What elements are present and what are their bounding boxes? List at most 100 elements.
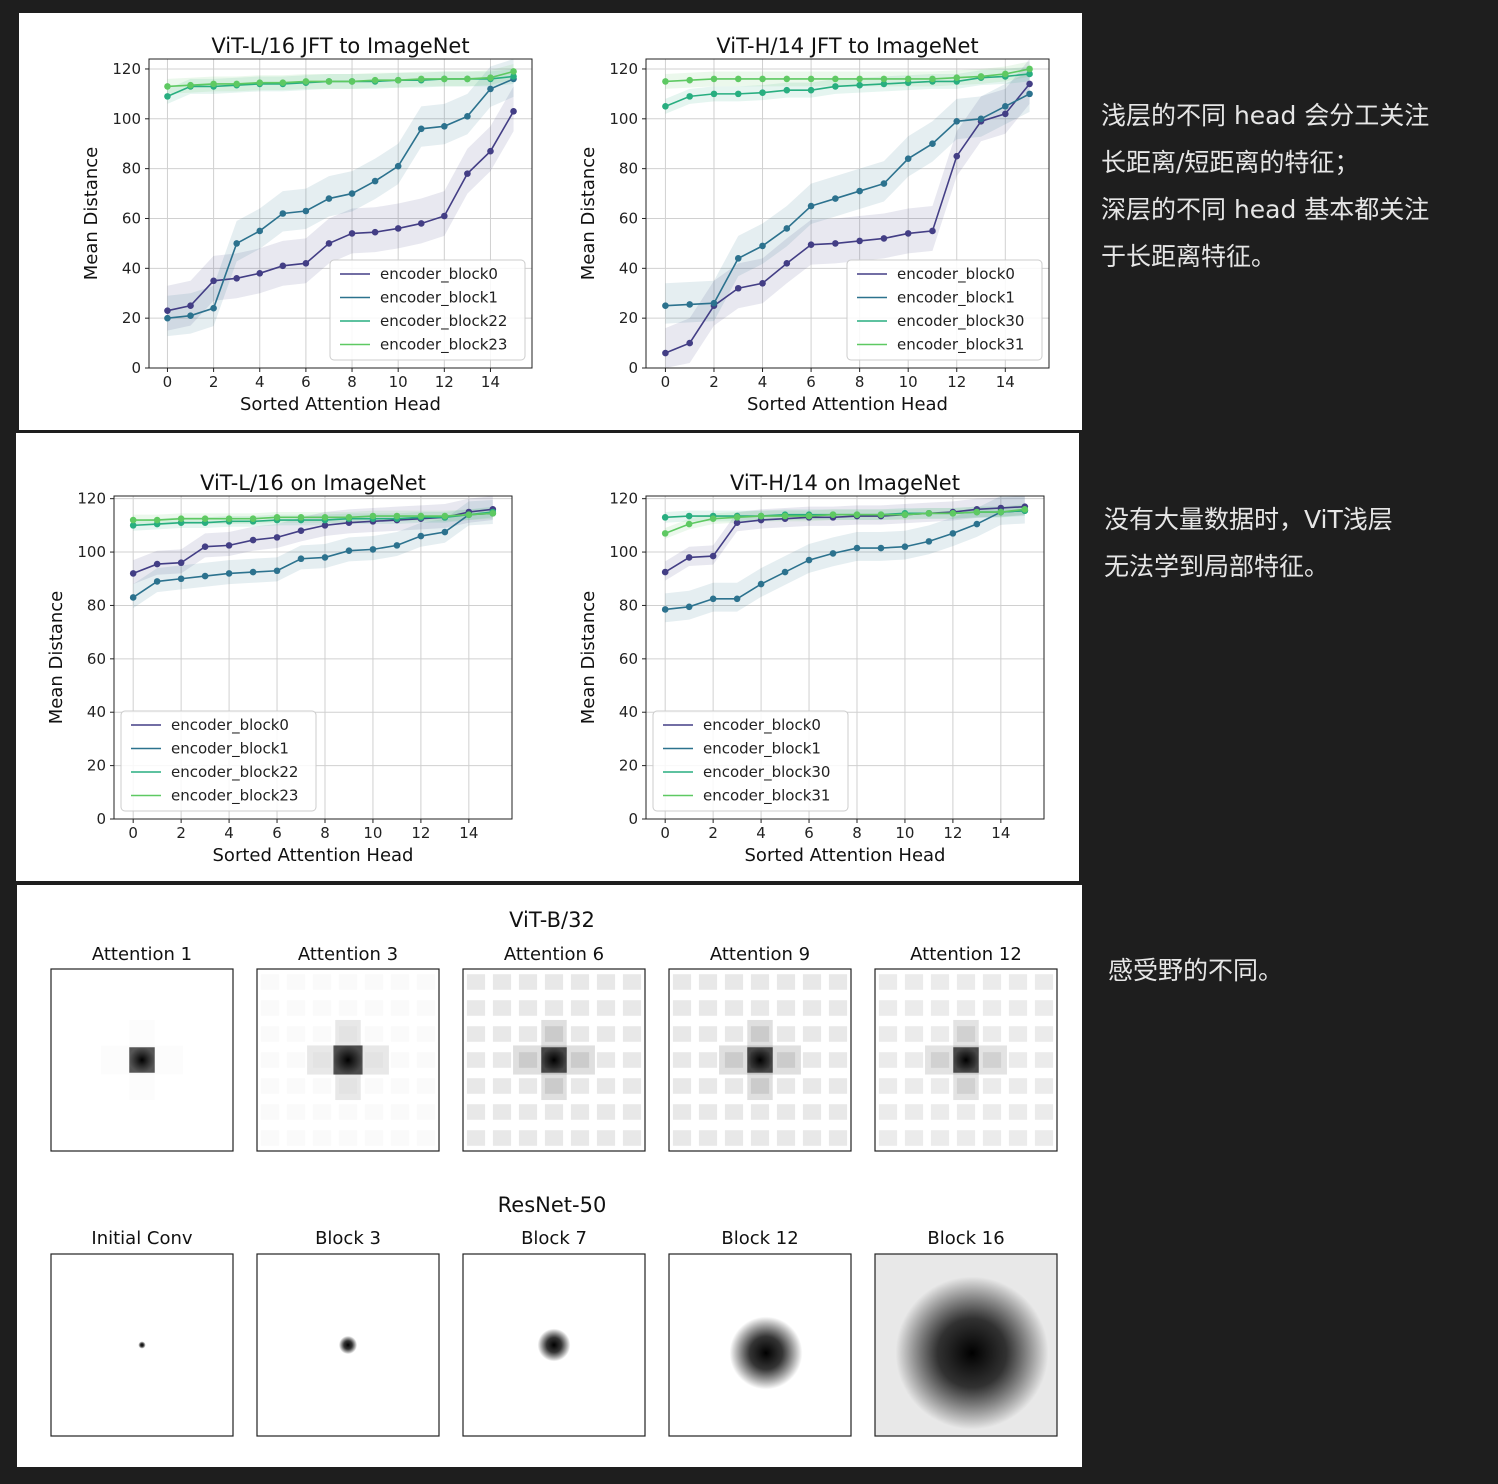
data-point-encoder_block1: [369, 546, 377, 553]
attention-grid-cell: [596, 1026, 616, 1042]
attention-grid-cell: [776, 1026, 796, 1042]
attention-grid-cell: [672, 1000, 692, 1016]
y-axis-label: Mean Distance: [578, 147, 599, 280]
attention-grid-cell: [750, 974, 770, 990]
attention-grid-cell: [518, 1026, 538, 1042]
x-tick-label: 10: [389, 373, 408, 391]
data-point-encoder_block31: [662, 78, 669, 85]
data-point-encoder_block1: [949, 530, 957, 537]
attention-grid-cell: [622, 974, 642, 990]
attention-grid-cell: [904, 1130, 924, 1146]
series-line-encoder_block22: [133, 511, 493, 527]
attention-grid-cell: [672, 1130, 692, 1146]
legend-label: encoder_block0: [380, 265, 498, 284]
chart-title: ViT-L/16 on ImageNet: [200, 471, 426, 495]
legend-label: encoder_block30: [897, 312, 1024, 331]
x-axis-label: Sorted Attention Head: [747, 394, 948, 415]
x-tick-label: 2: [708, 824, 718, 842]
attention-grid-cell: [930, 1104, 950, 1120]
data-point-encoder_block1: [210, 304, 217, 312]
data-point-encoder_block23: [417, 75, 425, 83]
data-point-encoder_block23: [187, 81, 194, 89]
data-point-encoder_block1: [901, 543, 909, 551]
attention-grid-cell: [672, 974, 692, 990]
data-point-encoder_block1: [225, 570, 233, 577]
data-point-encoder_block31: [880, 75, 888, 83]
chart-vit-h14-jft: 0 2 4 6 8 10 12 14 0 20 40 60 80 100 120 ViT-H/14 JFT t…: [578, 34, 1050, 415]
data-point-encoder_block1: [441, 122, 448, 130]
attention-grid-cell: [313, 1000, 331, 1016]
data-point-encoder_block23: [210, 80, 217, 88]
y-tick-label: 60: [122, 209, 141, 227]
attention-grid-cell: [261, 1052, 279, 1068]
attention-grid-cell: [724, 1130, 744, 1146]
attention-grid-cell: [724, 1104, 744, 1120]
attention-grid-cell: [417, 1078, 435, 1094]
data-point-encoder_block31: [661, 530, 669, 537]
y-tick-label: 40: [619, 703, 638, 721]
attention-grid-cell: [365, 1026, 383, 1042]
data-point-encoder_block1: [302, 207, 310, 215]
attention-grid-cell: [622, 1000, 642, 1016]
data-point-encoder_block23: [164, 83, 171, 90]
x-tick-label: 2: [176, 824, 186, 842]
annotation-bottom: 感受野的不同。: [1108, 947, 1498, 994]
y-tick-label: 0: [628, 359, 638, 377]
data-point-encoder_block1: [853, 544, 861, 552]
series-band-encoder_block0: [665, 59, 1030, 368]
panel-label: Attention 3: [298, 944, 398, 965]
data-point-encoder_block23: [201, 515, 209, 522]
series-band-encoder_block22: [133, 506, 493, 531]
data-point-encoder_block0: [321, 522, 329, 529]
data-point-encoder_block1: [249, 568, 257, 576]
attention-grid-cell: [261, 1104, 279, 1120]
attention-grid-cell: [339, 1000, 357, 1016]
attention-grid-cell: [287, 1078, 305, 1094]
annotation-line: 于长距离特征。: [1101, 242, 1277, 271]
attention-grid-cell: [1008, 1052, 1028, 1068]
attention-grid-cell: [466, 1052, 486, 1068]
legend-box: [652, 710, 849, 812]
data-point-encoder_block1: [417, 532, 425, 540]
data-point-encoder_block30: [1026, 70, 1033, 78]
annotation-line: 感受野的不同。: [1108, 956, 1284, 985]
series-line-encoder_block1: [132, 512, 493, 599]
y-tick-label: 40: [619, 259, 638, 277]
series-line-encoder_block31: [665, 68, 1030, 83]
data-point-encoder_block30: [661, 514, 669, 521]
attention-grid-cell: [570, 1052, 590, 1068]
attention-grid-cell: [956, 1078, 976, 1094]
attention-grid-cell: [466, 1026, 486, 1042]
panel-label: Block 16: [927, 1228, 1004, 1249]
y-axis-label: Mean Distance: [81, 147, 102, 280]
series-line-encoder_block1: [665, 509, 1025, 611]
attention-grid-cell: [417, 1052, 435, 1068]
legend-label: encoder_block1: [171, 740, 289, 759]
figure-title: ViT-B/32: [509, 908, 595, 932]
data-point-encoder_block1: [164, 314, 171, 322]
data-point-encoder_block1: [464, 113, 471, 120]
legend-label: encoder_block1: [897, 289, 1015, 308]
x-tick-label: 4: [758, 373, 768, 391]
series-line-encoder_block0: [664, 505, 1025, 573]
legend-label: encoder_block0: [897, 265, 1015, 284]
legend-box: [846, 259, 1043, 361]
y-tick-label: 80: [619, 160, 638, 178]
attention-grid-cell: [622, 1052, 642, 1068]
y-tick-label: 20: [619, 309, 638, 327]
series-band-encoder_block0: [167, 86, 514, 331]
attention-grid-cell: [313, 1130, 331, 1146]
x-tick-label: 6: [272, 824, 282, 842]
attention-grid-cell: [904, 974, 924, 990]
data-point-encoder_block1: [856, 187, 863, 195]
attention-grid-cell: [878, 1052, 898, 1068]
attention-grid-cell: [828, 1000, 848, 1016]
attention-grid-cell: [492, 1104, 512, 1120]
attention-grid-cell: [466, 974, 486, 990]
x-tick-label: 8: [320, 824, 330, 842]
attention-grid-cell: [570, 1130, 590, 1146]
attention-grid-cell: [750, 1130, 770, 1146]
data-point-encoder_block23: [297, 514, 305, 521]
attention-grid-cell: [466, 1078, 486, 1094]
attention-grid-cell: [466, 1130, 486, 1146]
